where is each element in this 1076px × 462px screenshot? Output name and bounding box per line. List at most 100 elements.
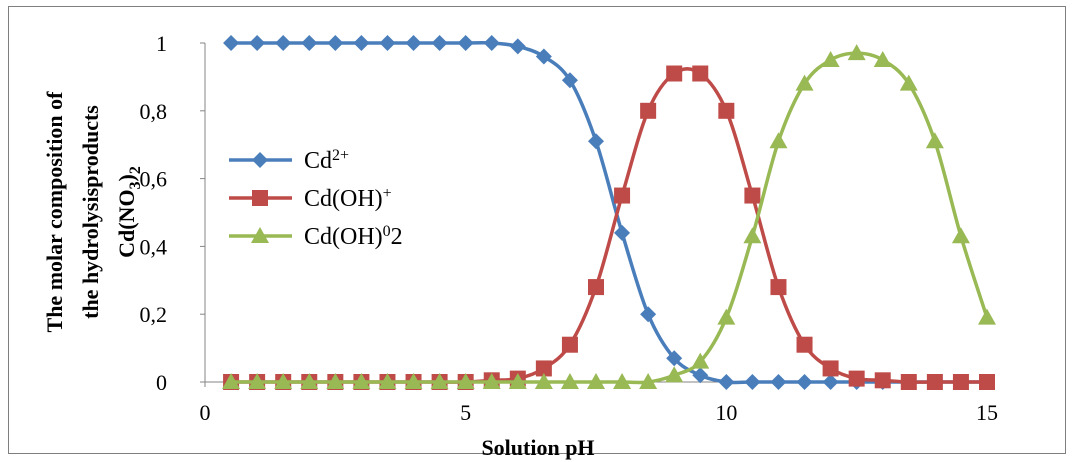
- data-point: [275, 35, 292, 51]
- data-point: [979, 374, 995, 390]
- legend-marker: [251, 227, 269, 243]
- data-point: [796, 336, 813, 353]
- data-point: [640, 306, 657, 323]
- x-tick-label: 0: [200, 400, 211, 425]
- data-point: [534, 373, 553, 389]
- data-point: [326, 373, 345, 389]
- x-tick-label: 10: [715, 400, 737, 425]
- data-point: [718, 374, 735, 390]
- legend-label: Cd(OH)+: [304, 185, 392, 213]
- legend-marker: [252, 190, 268, 206]
- data-point: [770, 374, 787, 390]
- data-point: [301, 35, 318, 51]
- data-point: [456, 373, 475, 389]
- legend-item: Cd(OH)+: [229, 185, 392, 213]
- data-point: [796, 374, 813, 390]
- y-tick-label: 0,8: [140, 99, 168, 124]
- data-point: [873, 50, 892, 67]
- data-point: [249, 35, 266, 51]
- legend-label: Cd(OH)02: [304, 223, 403, 251]
- data-point: [821, 50, 840, 67]
- data-point: [248, 373, 267, 389]
- data-point: [692, 367, 709, 384]
- y-tick-label: 0,2: [140, 302, 168, 327]
- x-tick-label: 5: [460, 400, 471, 425]
- data-point: [483, 35, 500, 51]
- data-point: [353, 35, 370, 51]
- series-line: [231, 41, 987, 385]
- data-point: [379, 35, 396, 51]
- ticks: 00,20,40,60,810 5 10 15: [140, 31, 999, 425]
- data-point: [744, 187, 761, 204]
- y-tick-label: 0: [156, 370, 167, 395]
- data-point: [613, 373, 632, 389]
- data-point: [743, 227, 762, 244]
- data-point: [378, 373, 397, 389]
- x-axis-title: Solution pH: [481, 435, 594, 460]
- data-point: [692, 65, 709, 82]
- data-point: [718, 102, 735, 119]
- y-tick-label: 0,6: [140, 167, 168, 192]
- data-point: [352, 373, 371, 389]
- data-point: [430, 373, 449, 389]
- data-point: [561, 72, 578, 89]
- data-point: [535, 48, 552, 65]
- legend-item: Cd(OH)02: [229, 223, 403, 251]
- data-point: [405, 35, 422, 51]
- data-point: [560, 373, 579, 389]
- y-axis-title-line-3: Cd(NO3)2: [114, 166, 144, 258]
- y-tick-label: 1: [156, 31, 167, 56]
- y-tick-label: 0,4: [140, 234, 168, 259]
- data-point: [717, 308, 736, 325]
- y-axis-title-line-1: The molar composition of: [42, 91, 67, 333]
- data-point: [509, 38, 526, 55]
- data-point: [614, 187, 631, 204]
- data-point: [666, 350, 683, 367]
- data-point: [847, 44, 866, 61]
- legend: Cd2+ Cd(OH)+ Cd(OH)02: [229, 147, 403, 251]
- data-point: [561, 336, 578, 353]
- data-point: [769, 132, 788, 149]
- data-point: [588, 279, 604, 296]
- data-point: [822, 360, 839, 377]
- data-point: [952, 374, 969, 390]
- data-point: [614, 224, 631, 241]
- data-point: [222, 373, 241, 389]
- data-point: [665, 366, 684, 383]
- legend-label: Cd2+: [304, 147, 349, 175]
- y-axis-title: The molar composition of the hydrolysisp…: [42, 91, 144, 333]
- data-point: [457, 35, 474, 51]
- x-tick-label: 15: [976, 400, 998, 425]
- data-point: [587, 373, 605, 389]
- data-point: [482, 373, 501, 389]
- data-point: [535, 360, 552, 377]
- legend-marker: [252, 152, 268, 168]
- series-line: [231, 51, 989, 385]
- data-point: [666, 65, 683, 82]
- data-point: [431, 35, 448, 51]
- data-point: [274, 373, 293, 389]
- data-point: [848, 370, 865, 387]
- data-point: [951, 227, 970, 244]
- data-point: [223, 35, 240, 51]
- data-point: [640, 102, 657, 119]
- data-point: [744, 374, 761, 390]
- data-point: [639, 373, 658, 389]
- data-point: [900, 374, 917, 390]
- legend-item: Cd2+: [229, 147, 349, 175]
- data-point: [508, 373, 527, 389]
- y-axis-title-line-2: the hydrolysisproducts: [78, 105, 103, 319]
- data-point: [874, 372, 891, 389]
- data-point: [925, 132, 944, 149]
- data-point: [404, 373, 423, 389]
- data-point: [926, 374, 943, 390]
- data-point: [899, 74, 918, 91]
- series-3: [222, 44, 996, 389]
- data-point: [300, 373, 319, 389]
- series-layer: [222, 35, 996, 390]
- data-point: [978, 308, 996, 325]
- data-point: [770, 279, 787, 296]
- data-point: [691, 352, 710, 369]
- series-1: [223, 35, 995, 390]
